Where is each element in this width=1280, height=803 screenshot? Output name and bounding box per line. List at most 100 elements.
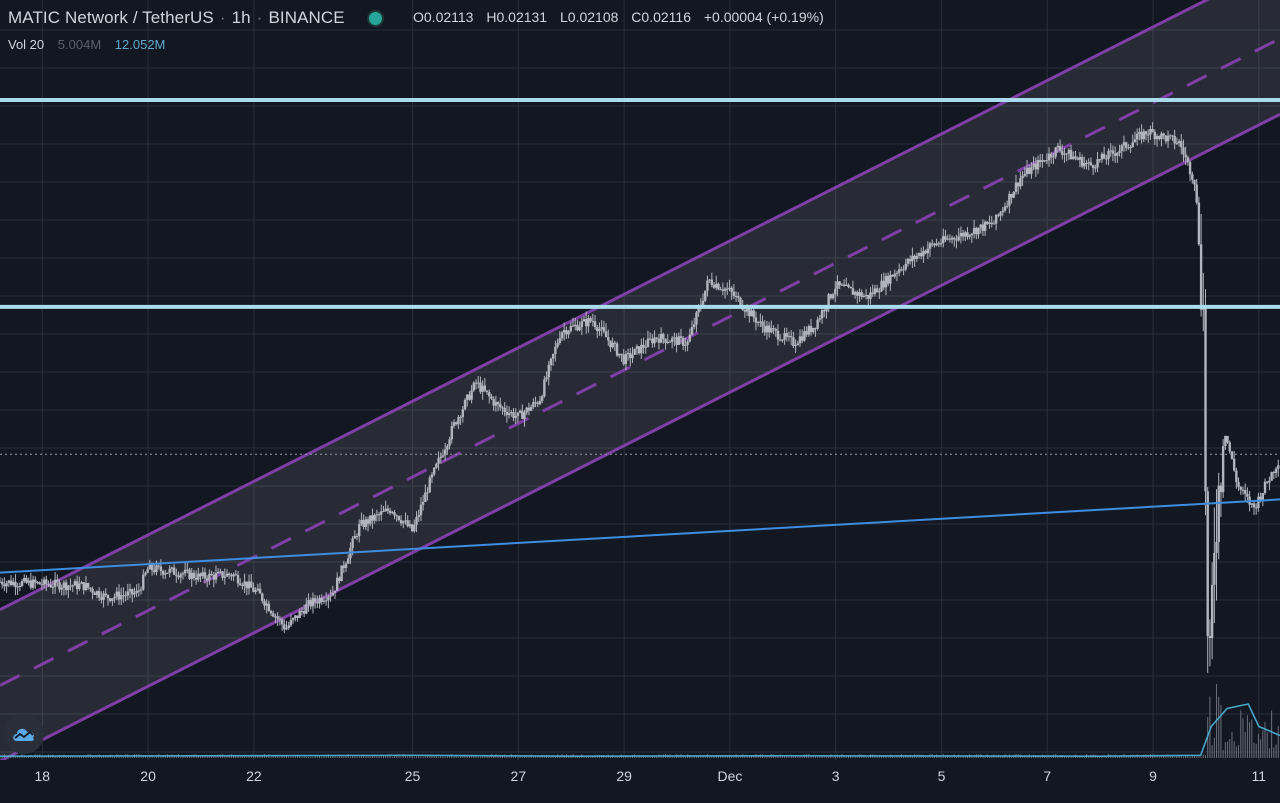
candle-body (1158, 136, 1161, 140)
exchange-label: BINANCE (268, 8, 345, 27)
candle-body (395, 515, 398, 517)
candle-body (715, 283, 718, 288)
candle-body (219, 571, 222, 573)
candle-body (845, 284, 848, 286)
candle-body (454, 422, 458, 425)
candle-body (263, 600, 266, 606)
symbol-header: MATIC Network / TetherUS · 1h · BINANCE (8, 6, 382, 30)
candle-body (648, 338, 652, 340)
candle-body (247, 581, 251, 589)
candle-body (512, 412, 515, 418)
candle-body (1052, 156, 1055, 158)
candle-body (1131, 142, 1134, 148)
candle-body (3, 584, 6, 587)
symbol-name[interactable]: MATIC Network / TetherUS (8, 8, 214, 27)
candle-body (159, 566, 163, 572)
candle-body (776, 330, 780, 340)
candle-body (126, 591, 130, 596)
candle-body (1111, 150, 1115, 154)
candle-body (862, 295, 866, 298)
candle-body (587, 318, 590, 327)
candle-body (1100, 153, 1104, 160)
tradingview-cloud-icon[interactable] (4, 714, 44, 754)
candle-body (600, 327, 603, 330)
candle-body (42, 579, 46, 585)
candle-body (864, 294, 868, 296)
candle-body (1003, 206, 1007, 211)
candle-body (992, 223, 996, 225)
channel-upper-line (0, 0, 1210, 612)
candle-body (759, 321, 762, 323)
candle-body (798, 336, 802, 344)
candle-body (730, 287, 733, 292)
candle-body (657, 338, 661, 343)
channel-midline (0, 37, 1280, 687)
candle-body (261, 593, 264, 601)
candle-body (472, 382, 476, 391)
candle-body (377, 514, 381, 516)
candle-body (29, 580, 33, 588)
candle-body (479, 382, 482, 392)
candle-body (97, 591, 101, 598)
candle-body (415, 517, 418, 525)
candle-body (448, 439, 451, 446)
candle-body (236, 574, 240, 584)
candle-body (256, 588, 260, 591)
candle-body (278, 618, 282, 620)
x-tick-label: 18 (34, 768, 51, 784)
candle-body (834, 288, 837, 295)
candle-body (662, 333, 665, 339)
time-axis[interactable]: 18 20 22 25 27 29 Dec 3 5 7 9 11 (0, 760, 1280, 803)
candle-body (970, 233, 974, 236)
candle-body (274, 616, 277, 618)
candle-body (578, 327, 581, 331)
volume-legend[interactable]: Vol 20 5.004M 12.052M (8, 37, 165, 52)
volume-value: 5.004M (57, 37, 102, 52)
price-chart[interactable] (0, 0, 1280, 760)
candle-body (1153, 131, 1157, 140)
x-tick-label: 5 (937, 768, 946, 784)
candle-body (635, 346, 639, 349)
candle-body (1241, 489, 1245, 491)
candle-body (772, 328, 775, 330)
candle-body (712, 284, 716, 288)
market-status-icon[interactable] (368, 11, 382, 25)
chart-grid (0, 0, 1280, 760)
candle-body (999, 212, 1002, 216)
candle-body (1135, 133, 1139, 140)
candle-body (842, 284, 846, 286)
candle-body (1036, 160, 1040, 170)
interval-label[interactable]: 1h (231, 8, 251, 27)
candle-body (765, 325, 769, 333)
horizontal-levels (0, 98, 1280, 455)
candle-body (466, 394, 469, 400)
candle-body (311, 598, 315, 607)
candle-body (1023, 173, 1026, 176)
candle-body (944, 236, 947, 240)
candle-body (748, 308, 751, 317)
candle-body (809, 326, 813, 333)
candle-body (752, 310, 755, 318)
candle-body (1261, 492, 1265, 500)
candle-body (364, 519, 368, 527)
candle-body (1047, 153, 1051, 161)
candle-body (280, 619, 284, 625)
candle-body (673, 337, 676, 339)
candle-body (181, 573, 185, 575)
candle-body (988, 222, 991, 224)
candle-body (1219, 485, 1223, 493)
candle-body (948, 238, 952, 240)
candle-body (338, 577, 341, 582)
x-tick-label: 29 (616, 768, 632, 784)
candle-body (153, 570, 156, 573)
candle-body (146, 569, 149, 573)
close-value: 0.02116 (641, 9, 691, 25)
candle-body (565, 330, 568, 335)
candle-body (267, 603, 271, 612)
candle-body (968, 235, 971, 237)
candle-body (1270, 472, 1273, 481)
candle-body (333, 590, 337, 593)
candle-body (853, 291, 857, 295)
candle-body (53, 579, 57, 587)
candle-body (529, 406, 533, 411)
